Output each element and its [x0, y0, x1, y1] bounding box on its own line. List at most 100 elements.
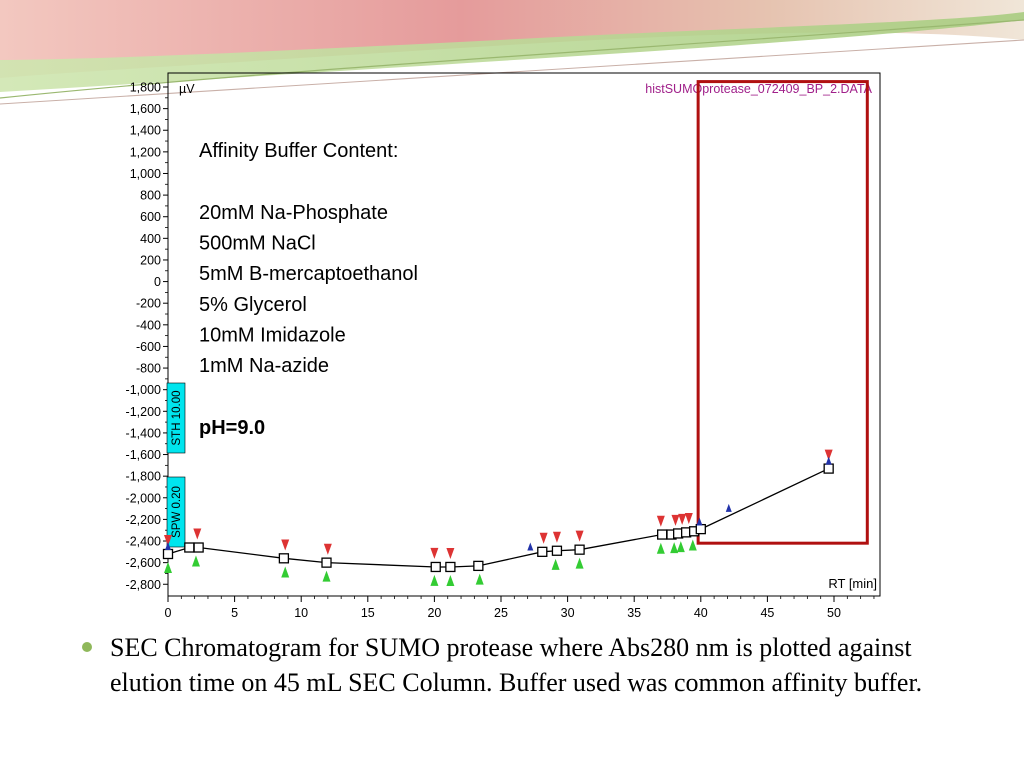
peak-start-marker — [430, 574, 439, 586]
apex-marker — [696, 517, 703, 526]
annotation-line: 500mM NaCl — [199, 233, 316, 255]
x-unit-label: RT [min] — [828, 576, 877, 591]
peak-end-marker — [323, 543, 332, 555]
peak-start-marker — [322, 570, 331, 582]
apex-marker — [825, 456, 832, 465]
y-tick-label: -200 — [136, 297, 161, 311]
x-tick-label: 5 — [231, 606, 238, 620]
bullet-icon — [82, 642, 92, 652]
y-tick-label: 1,600 — [130, 102, 161, 116]
annotation-line: 5mM B-mercaptoethanol — [199, 263, 418, 285]
peak-end-marker — [671, 514, 680, 526]
x-tick-label: 10 — [294, 606, 308, 620]
peak-end-marker — [824, 449, 833, 461]
data-point-square — [551, 545, 563, 556]
peak-end-marker — [684, 513, 693, 525]
banner-swoosh-line — [0, 19, 1024, 99]
data-point-square — [430, 561, 441, 573]
banner-green-wave — [0, 12, 1024, 92]
peak-start-marker — [164, 561, 172, 573]
file-name-label: histSUMOprotease_072409_BP_2.DATA — [645, 82, 872, 96]
data-point-square — [574, 544, 585, 555]
peak-end-marker — [678, 513, 687, 525]
x-tick-label: 45 — [760, 606, 774, 620]
y-tick-label: 1,800 — [130, 81, 161, 95]
y-tick-label: 200 — [140, 253, 161, 267]
event-marker-label: SPW 0.20 — [171, 486, 183, 538]
data-point-square — [695, 523, 706, 535]
peak-start-marker — [688, 539, 697, 551]
peak-end-marker — [575, 530, 584, 542]
highlight-region-box — [696, 80, 869, 545]
peak-start-marker — [446, 574, 455, 586]
peak-end-marker — [656, 515, 665, 527]
title-banner-decoration — [0, 0, 1024, 105]
x-tick-label: 50 — [827, 606, 841, 620]
apex-marker — [165, 541, 171, 550]
peak-start-marker — [656, 542, 665, 554]
peak-start-marker — [191, 555, 200, 567]
y-tick-label: -2,600 — [126, 556, 161, 570]
y-tick-label: -800 — [136, 362, 161, 376]
peak-end-marker — [193, 528, 202, 540]
data-point-square — [278, 553, 290, 564]
peak-start-marker — [575, 557, 584, 569]
data-point-square — [537, 546, 548, 557]
data-point-square — [184, 542, 195, 553]
y-tick-label: -400 — [136, 318, 161, 332]
x-tick-label: 30 — [561, 606, 575, 620]
x-tick-label: 40 — [694, 606, 708, 620]
plot-frame — [167, 72, 881, 597]
caption-text: SEC Chromatogram for SUMO protease where… — [110, 633, 923, 697]
peak-end-marker — [552, 531, 561, 543]
peak-end-marker — [446, 547, 455, 559]
y-tick-label: -1,400 — [126, 426, 161, 440]
y-tick-label: -2,400 — [126, 535, 161, 549]
data-point-square — [162, 548, 174, 560]
annotation-title: Affinity Buffer Content: — [199, 140, 398, 162]
y-tick-label: 1,400 — [130, 124, 161, 138]
y-tick-label: -2,200 — [126, 513, 161, 527]
peak-start-marker — [670, 542, 679, 554]
event-marker-label: STH 10.00 — [171, 391, 183, 446]
y-tick-label: -1,200 — [126, 405, 161, 419]
x-tick-label: 15 — [361, 606, 375, 620]
y-tick-label: -2,800 — [126, 578, 161, 592]
data-point-square — [473, 560, 484, 572]
y-unit-label: µV — [179, 82, 195, 96]
peak-end-marker — [430, 547, 439, 559]
y-tick-label: -1,600 — [126, 448, 161, 462]
apex-marker — [527, 542, 534, 551]
y-tick-label: 1,000 — [130, 167, 161, 181]
y-tick-label: -1,000 — [126, 383, 161, 397]
event-marker-label-box — [166, 476, 186, 548]
event-marker-label-box — [166, 382, 186, 454]
data-point-square — [657, 529, 668, 540]
y-tick-label: 1,200 — [130, 145, 161, 159]
peak-end-marker — [164, 534, 172, 546]
y-tick-label: 600 — [140, 210, 161, 224]
y-tick-label: 400 — [140, 232, 161, 246]
x-tick-label: 35 — [627, 606, 641, 620]
annotation-ph: pH=9.0 — [199, 417, 265, 439]
peak-start-marker — [551, 558, 560, 570]
y-tick-label: -600 — [136, 340, 161, 354]
annotation-line: 1mM Na-azide — [199, 355, 329, 377]
peak-end-marker — [281, 539, 290, 551]
annotation-line: 10mM Imidazole — [199, 324, 346, 346]
annotation-line: 5% Glycerol — [199, 294, 307, 316]
data-point-square — [321, 557, 332, 568]
data-point-square — [193, 542, 204, 553]
peak-end-marker — [539, 532, 548, 544]
apex-marker — [725, 503, 732, 512]
x-tick-label: 20 — [427, 606, 441, 620]
x-tick-label: 0 — [165, 606, 172, 620]
data-point-square — [445, 561, 456, 573]
peak-start-marker — [475, 573, 484, 585]
series-line — [167, 468, 829, 568]
y-tick-label: -2,000 — [126, 491, 161, 505]
x-tick-label: 25 — [494, 606, 508, 620]
peak-start-marker — [281, 566, 290, 578]
annotation-line: 20mM Na-Phosphate — [199, 202, 388, 224]
